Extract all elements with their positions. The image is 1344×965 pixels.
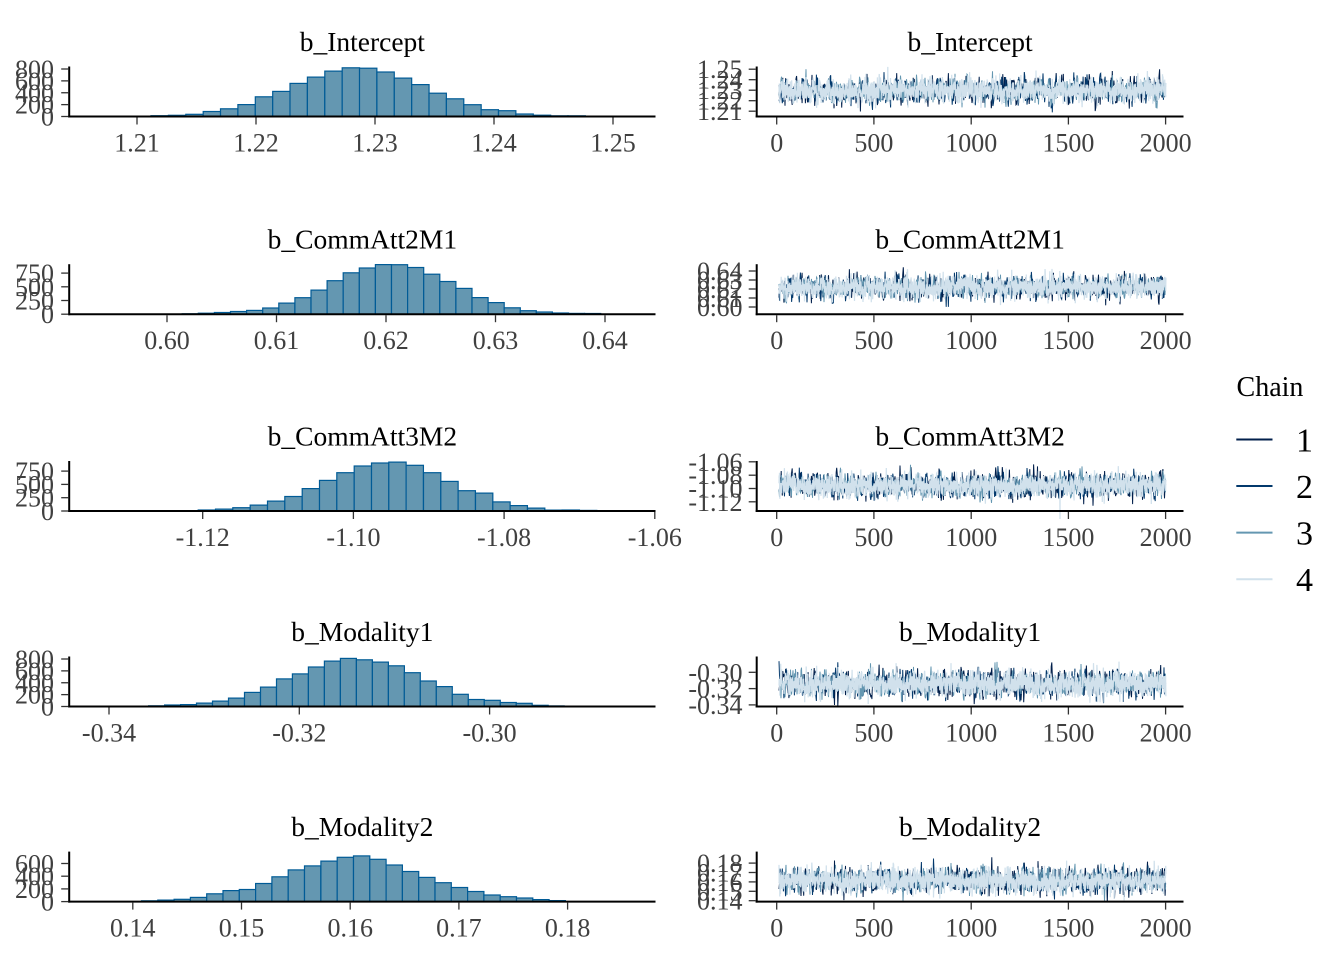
svg-text:-1.08: -1.08 (477, 523, 531, 552)
svg-text:2: 2 (1296, 469, 1313, 506)
svg-text:800: 800 (15, 645, 54, 674)
svg-text:0.16: 0.16 (327, 914, 373, 943)
svg-text:-0.32: -0.32 (272, 719, 326, 748)
svg-text:3: 3 (1296, 516, 1313, 553)
svg-text:b_Modality2: b_Modality2 (899, 811, 1041, 842)
svg-text:0: 0 (770, 523, 783, 552)
svg-text:2000: 2000 (1140, 523, 1192, 552)
svg-text:0: 0 (770, 129, 783, 158)
svg-text:0.15: 0.15 (219, 914, 265, 943)
svg-text:0: 0 (770, 719, 783, 748)
svg-text:b_CommAtt3M2: b_CommAtt3M2 (875, 421, 1064, 452)
svg-text:-0.34: -0.34 (82, 719, 136, 748)
svg-text:600: 600 (15, 850, 54, 879)
svg-text:-1.06: -1.06 (628, 523, 682, 552)
svg-text:1000: 1000 (945, 523, 997, 552)
svg-text:1.24: 1.24 (471, 129, 517, 158)
svg-text:2000: 2000 (1140, 326, 1192, 355)
svg-text:0.64: 0.64 (582, 326, 628, 355)
svg-text:1.23: 1.23 (352, 129, 398, 158)
svg-text:500: 500 (854, 523, 893, 552)
svg-text:b_Intercept: b_Intercept (907, 26, 1033, 57)
svg-text:1.21: 1.21 (114, 129, 160, 158)
svg-text:800: 800 (15, 55, 54, 84)
svg-text:0.14: 0.14 (110, 914, 156, 943)
svg-text:500: 500 (854, 129, 893, 158)
svg-text:1500: 1500 (1042, 719, 1094, 748)
svg-text:750: 750 (15, 457, 54, 486)
svg-text:1.21: 1.21 (697, 97, 743, 126)
svg-text:500: 500 (854, 326, 893, 355)
svg-text:0.63: 0.63 (473, 326, 519, 355)
svg-text:b_CommAtt2M1: b_CommAtt2M1 (268, 224, 457, 255)
svg-text:-0.34: -0.34 (688, 691, 742, 720)
svg-text:2000: 2000 (1140, 914, 1192, 943)
svg-text:1500: 1500 (1042, 326, 1094, 355)
svg-text:1500: 1500 (1042, 129, 1094, 158)
svg-text:-1.12: -1.12 (688, 488, 742, 517)
svg-text:0.60: 0.60 (144, 326, 190, 355)
svg-text:b_CommAtt3M2: b_CommAtt3M2 (268, 421, 457, 452)
svg-text:Chain: Chain (1237, 372, 1304, 403)
svg-text:b_Intercept: b_Intercept (300, 26, 426, 57)
svg-text:500: 500 (854, 914, 893, 943)
svg-text:-1.10: -1.10 (326, 523, 380, 552)
svg-text:b_CommAtt2M1: b_CommAtt2M1 (875, 224, 1064, 255)
svg-text:2000: 2000 (1140, 129, 1192, 158)
svg-text:2000: 2000 (1140, 719, 1192, 748)
svg-text:0.61: 0.61 (254, 326, 300, 355)
svg-text:750: 750 (15, 259, 54, 288)
svg-text:b_Modality1: b_Modality1 (899, 616, 1041, 647)
svg-text:b_Modality1: b_Modality1 (291, 616, 433, 647)
svg-text:4: 4 (1296, 562, 1313, 599)
svg-text:0.17: 0.17 (436, 914, 482, 943)
svg-text:0.60: 0.60 (697, 293, 743, 322)
svg-text:b_Modality2: b_Modality2 (291, 811, 433, 842)
svg-text:0: 0 (770, 914, 783, 943)
svg-text:1.25: 1.25 (590, 129, 636, 158)
svg-text:1000: 1000 (945, 914, 997, 943)
svg-text:-1.12: -1.12 (176, 523, 230, 552)
svg-text:1500: 1500 (1042, 914, 1094, 943)
svg-text:1.22: 1.22 (233, 129, 279, 158)
svg-text:1000: 1000 (945, 326, 997, 355)
svg-text:0.14: 0.14 (697, 887, 743, 916)
svg-text:1000: 1000 (945, 719, 997, 748)
svg-text:0: 0 (770, 326, 783, 355)
svg-text:0.62: 0.62 (363, 326, 409, 355)
svg-text:1000: 1000 (945, 129, 997, 158)
svg-text:1: 1 (1296, 423, 1313, 460)
svg-text:500: 500 (854, 719, 893, 748)
svg-text:1500: 1500 (1042, 523, 1094, 552)
svg-text:-0.30: -0.30 (463, 719, 517, 748)
svg-text:0.18: 0.18 (545, 914, 591, 943)
